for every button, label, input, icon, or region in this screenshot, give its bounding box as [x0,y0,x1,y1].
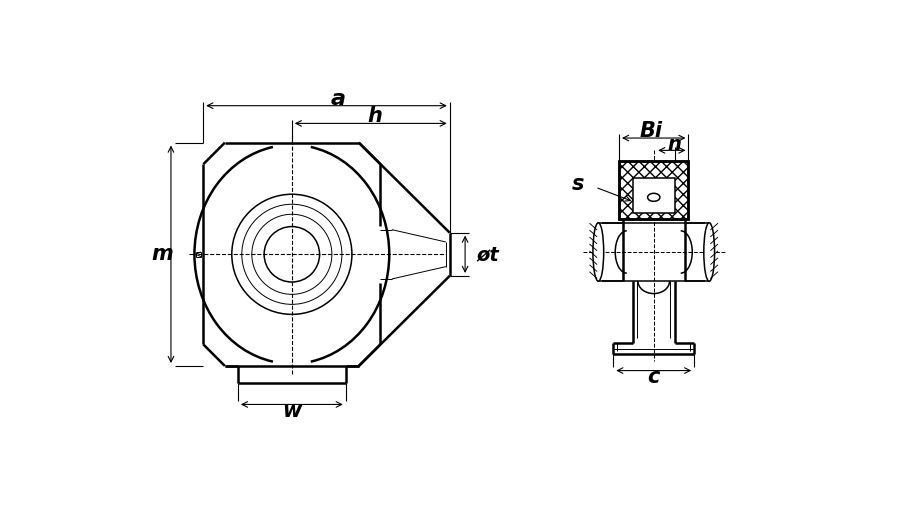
Bar [633,178,675,213]
Text: øt: øt [476,245,499,264]
Text: Bi: Bi [639,121,662,141]
Bar [619,161,688,219]
Text: n: n [667,135,681,153]
Text: a: a [330,89,346,109]
Ellipse shape [704,222,715,281]
Text: m: m [151,244,174,264]
Text: w: w [283,401,302,421]
Ellipse shape [593,222,604,281]
Text: h: h [367,107,382,127]
Text: s: s [572,174,584,194]
Bar [619,161,688,219]
Text: c: c [648,367,660,387]
